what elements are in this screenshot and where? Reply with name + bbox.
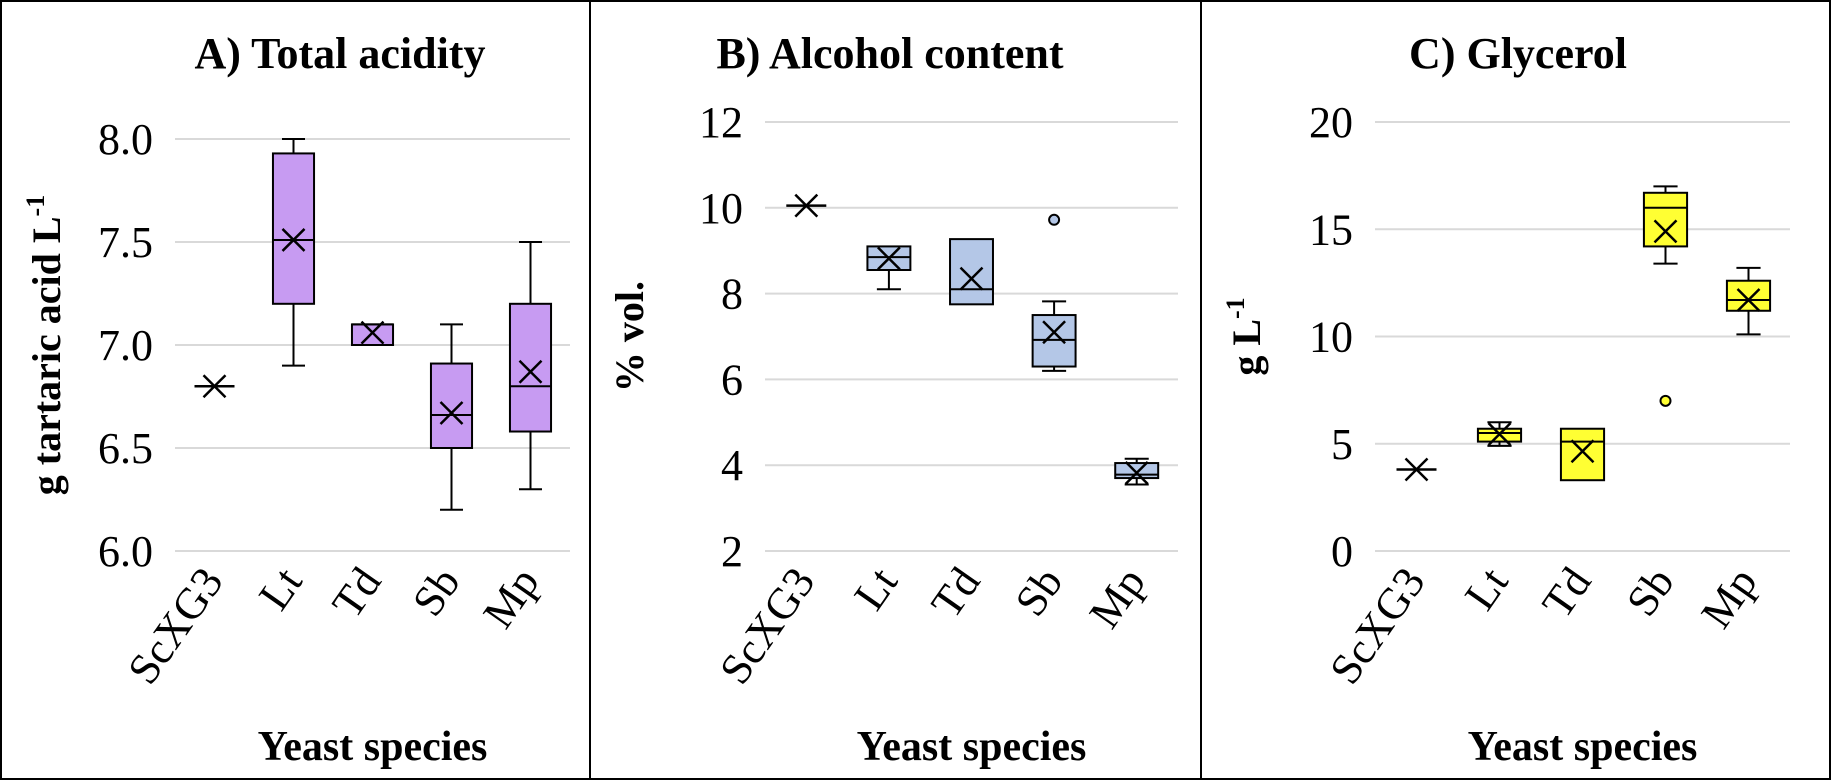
- y-tick-label: 0: [1331, 527, 1353, 576]
- mean-marker: [877, 246, 901, 271]
- y-tick-label: 7.5: [98, 218, 153, 267]
- chart-title: C) Glycerol: [1409, 29, 1627, 78]
- y-tick-label: 4: [721, 441, 743, 490]
- outlier-point: [1048, 213, 1061, 226]
- box-iqr: [429, 362, 474, 450]
- mean-marker: [1736, 288, 1761, 312]
- y-axis-label: g tartaric acid L-1: [21, 195, 69, 495]
- box-plot-td: [949, 238, 994, 306]
- box-plot-td: [1559, 427, 1606, 482]
- y-tick-label: 10: [699, 184, 743, 233]
- y-axis-label: g L-1: [1221, 297, 1269, 375]
- box-iqr: [1642, 191, 1689, 248]
- box-plot-lt: [1476, 421, 1523, 447]
- outlier-point: [1659, 394, 1672, 407]
- box-plot-scxg3: [786, 193, 827, 218]
- box-iqr: [1559, 427, 1606, 482]
- mean-marker: [1042, 320, 1066, 345]
- y-tick-label: 20: [1309, 98, 1353, 147]
- box-plot-lt: [866, 245, 912, 291]
- y-tick-label: 8.0: [98, 115, 153, 164]
- box-iqr: [350, 323, 395, 346]
- box-iqr: [271, 152, 316, 305]
- y-tick-label: 10: [1309, 313, 1353, 362]
- box-plot-sb: [429, 323, 474, 511]
- y-tick-label: 6.5: [98, 424, 153, 473]
- box-plot-td: [350, 320, 395, 346]
- mean-marker: [1570, 439, 1595, 464]
- box-plot-scxg3: [194, 374, 235, 399]
- box-plot-mp: [1114, 457, 1160, 486]
- chart-title: B) Alcohol content: [716, 29, 1063, 78]
- box-iqr: [508, 302, 553, 433]
- box-plot-mp: [508, 241, 553, 491]
- box-plot-mp: [1725, 266, 1772, 336]
- y-tick-label: 5: [1331, 420, 1353, 469]
- x-axis-label: Yeast species: [258, 724, 488, 770]
- y-tick-label: 15: [1309, 205, 1353, 254]
- mean-marker: [360, 320, 385, 345]
- mean-marker: [439, 401, 464, 425]
- y-tick-label: 7.0: [98, 321, 153, 370]
- box-iqr: [1725, 279, 1772, 312]
- mean-marker: [1487, 422, 1512, 446]
- box-plot-sb: [1031, 213, 1077, 372]
- y-axis-label-text: % vol.: [607, 281, 652, 392]
- mean-marker: [959, 266, 984, 291]
- x-axis-label: Yeast species: [857, 724, 1087, 770]
- mean-marker: [1124, 461, 1149, 485]
- y-axis-label-superscript: -1: [21, 195, 50, 217]
- box-plot-sb: [1642, 185, 1689, 407]
- x-axis-label: Yeast species: [1468, 724, 1698, 770]
- y-axis-label-text: g tartaric acid L: [24, 216, 69, 495]
- y-axis-label: % vol.: [607, 281, 652, 392]
- y-tick-label: 6.0: [98, 527, 153, 576]
- y-tick-label: 6: [721, 355, 743, 404]
- y-axis-label-text: g L: [1224, 319, 1269, 376]
- box-iqr: [949, 238, 994, 306]
- y-tick-label: 2: [721, 527, 743, 576]
- mean-marker: [518, 359, 543, 384]
- y-tick-label: 8: [721, 270, 743, 319]
- box-plot-scxg3: [1396, 457, 1437, 482]
- mean-marker: [1653, 219, 1678, 244]
- y-axis-label-superscript: -1: [1221, 297, 1250, 319]
- box-iqr: [1114, 462, 1160, 480]
- chart-title: A) Total acidity: [195, 29, 486, 78]
- box-plot-lt: [271, 138, 316, 367]
- y-tick-label: 12: [699, 98, 743, 147]
- mean-marker: [281, 228, 306, 252]
